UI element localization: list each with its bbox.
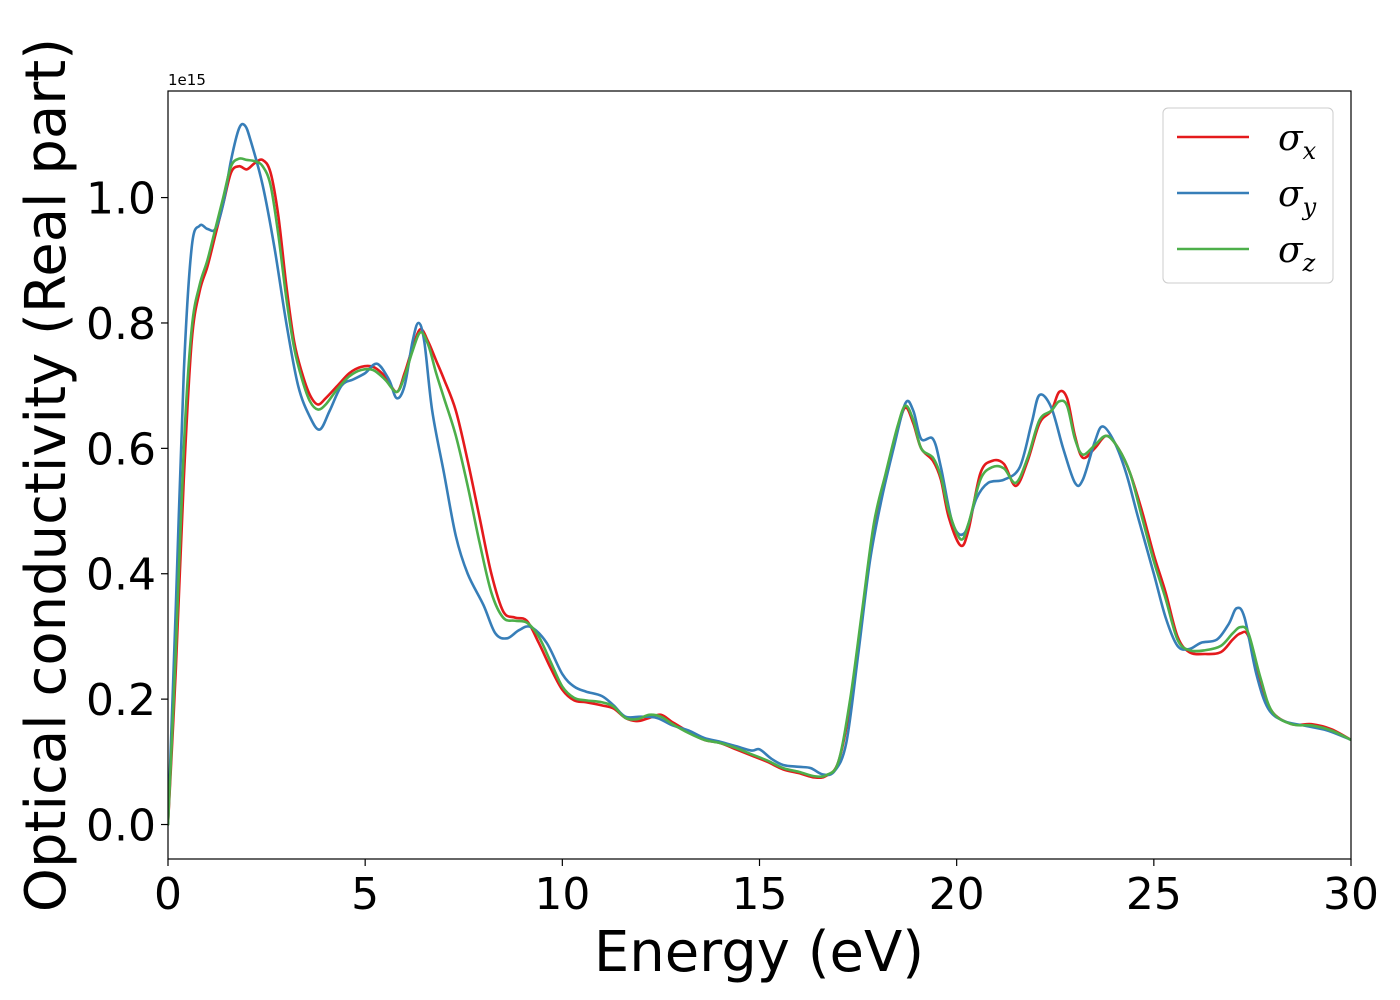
plot-area [168,91,1351,859]
y-axis-title: Optical conductivity (Real part) [14,38,79,912]
x-tick-label: 20 [929,869,985,920]
x-tick-label: 25 [1126,869,1182,920]
legend-label-x: σx [1278,118,1317,165]
y-tick-label: 0.2 [86,675,156,726]
x-axis: 0 5 10 15 20 25 30 [154,859,1379,920]
legend-label-y: σy [1278,174,1317,221]
legend-symbol: σ [1278,118,1304,159]
series-line-z [168,157,1351,826]
x-tick-label: 5 [351,869,379,920]
legend-box [1162,107,1334,284]
x-tick-label: 30 [1323,869,1379,920]
y-tick-label: 0.6 [86,424,156,475]
series-line-y [168,122,1351,826]
legend-symbol: σ [1278,230,1304,271]
legend-symbol: σ [1278,174,1304,215]
series-layer [168,122,1351,826]
y-tick-label: 0.8 [86,299,156,350]
legend-subscript: y [1302,193,1317,221]
legend-subscript: x [1303,137,1317,165]
legend-subscript: z [1302,249,1316,277]
x-axis-title: Energy (eV) [594,920,924,985]
x-tick-label: 15 [732,869,788,920]
y-offset-label: 1e15 [168,71,206,89]
y-axis: 0.0 0.2 0.4 0.6 0.8 1.0 [86,174,168,852]
y-tick-label: 0.4 [86,550,156,601]
y-tick-label: 1.0 [86,174,156,225]
x-tick-label: 0 [154,869,182,920]
legend-label-z: σz [1278,230,1316,277]
y-tick-label: 0.0 [86,801,156,852]
x-tick-label: 10 [534,869,590,920]
